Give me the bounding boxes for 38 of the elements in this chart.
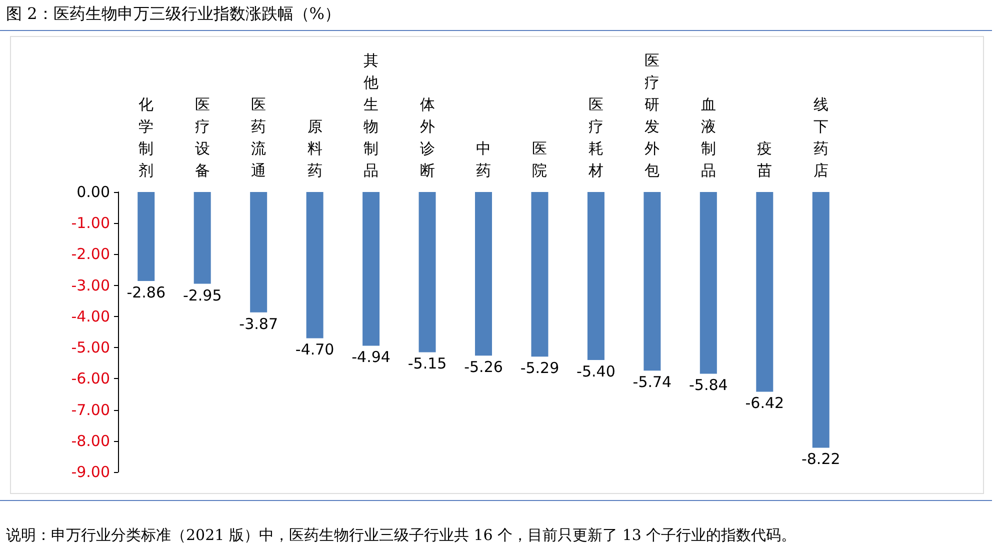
data-label: -5.29 xyxy=(520,359,560,378)
y-tick-label: -8.00 xyxy=(71,432,110,450)
y-tick-label: 0.00 xyxy=(76,183,110,201)
x-tick-label: 医院 xyxy=(532,140,548,180)
data-label: -5.84 xyxy=(689,376,728,394)
y-tick-label: -6.00 xyxy=(71,370,110,388)
data-label: -3.87 xyxy=(239,314,278,333)
y-tick-label: -9.00 xyxy=(71,463,110,481)
data-label: -2.86 xyxy=(126,283,166,302)
data-label: -5.15 xyxy=(408,354,447,373)
data-label: -5.26 xyxy=(464,358,503,376)
x-tick-label: 体外诊断 xyxy=(420,96,435,180)
y-tick-label: -5.00 xyxy=(71,338,110,357)
x-tick-label: 原料药 xyxy=(307,118,322,180)
y-tick-label: -2.00 xyxy=(71,245,110,264)
data-label: -4.94 xyxy=(352,348,390,366)
x-tick-label: 中药 xyxy=(476,140,491,180)
x-tick-label: 医疗耗材 xyxy=(587,96,604,180)
x-tick-label: 医疗设备 xyxy=(194,96,210,180)
data-label: -2.95 xyxy=(182,286,222,304)
y-tick-label: -3.00 xyxy=(71,276,110,294)
x-tick-label: 化学制剂 xyxy=(138,96,154,180)
data-label: -6.42 xyxy=(745,394,784,412)
x-tick-label: 疫苗 xyxy=(757,140,772,180)
chart-title: 图 2：医药生物申万三级行业指数涨跌幅（%） xyxy=(6,4,340,25)
data-label: -8.22 xyxy=(801,450,840,468)
text: 说明：申万行业分类标准（2021 版）中，医药生物行业三级子行业共 16 个，目前只更新了 13 个子行业的指数代码。 xyxy=(6,526,796,545)
y-tick-label: -7.00 xyxy=(71,400,110,419)
data-label: -4.70 xyxy=(295,340,334,359)
data-label: -5.74 xyxy=(632,373,672,392)
x-tick-label: 线下药店 xyxy=(813,96,828,180)
data-label: -5.40 xyxy=(576,362,616,380)
x-tick-label: 其他生物制品 xyxy=(364,52,379,180)
x-tick-label: 医药流通 xyxy=(251,96,266,180)
y-tick-label: -4.00 xyxy=(71,307,110,326)
x-tick-label: 血液制品 xyxy=(700,96,716,180)
y-tick-label: -1.00 xyxy=(71,214,110,232)
x-tick-label: 医疗研发外包 xyxy=(644,52,660,180)
